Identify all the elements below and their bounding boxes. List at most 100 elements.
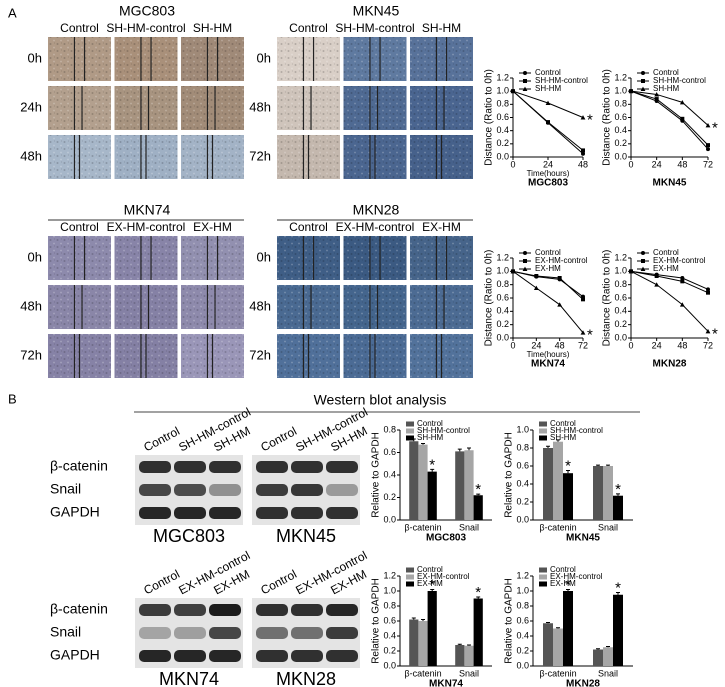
error-bar xyxy=(411,617,416,620)
blot-band xyxy=(326,484,358,496)
error-bar xyxy=(606,464,610,466)
row-label: 48h xyxy=(20,148,42,163)
x-tick-label: 48 xyxy=(677,159,687,169)
blot-title: Western blot analysis xyxy=(314,392,447,408)
blot-band xyxy=(291,650,323,662)
x-tick-label: β-catenin xyxy=(539,522,576,532)
row-label: 72h xyxy=(249,148,271,163)
y-tick-label: 0.4 xyxy=(496,125,509,135)
x-tick-label: 24 xyxy=(543,159,553,169)
legend-label: Control xyxy=(417,419,443,428)
series-line xyxy=(630,90,709,150)
y-tick-label: 0.2 xyxy=(383,492,396,502)
bar xyxy=(603,466,613,520)
legend-label: Control xyxy=(550,419,576,428)
y-tick-label: 1.0 xyxy=(614,266,627,276)
image-texture xyxy=(343,236,407,280)
row-label: 0h xyxy=(28,50,42,65)
y-tick-label: 0.4 xyxy=(516,630,529,640)
y-tick-label: 0.0 xyxy=(614,332,627,342)
blot-band xyxy=(291,627,323,639)
row-label: 48h xyxy=(249,298,271,313)
marker xyxy=(581,297,585,302)
marker xyxy=(679,99,685,105)
image-texture xyxy=(48,285,111,329)
image-texture xyxy=(181,285,244,329)
legend-label: EX-HM xyxy=(653,264,679,273)
blot-band xyxy=(326,461,358,473)
y-tick-label: 0.0 xyxy=(496,151,509,161)
marker xyxy=(557,276,562,280)
bar xyxy=(543,623,553,666)
bar xyxy=(553,441,563,520)
significance: * xyxy=(475,481,481,498)
y-tick-label: 0.2 xyxy=(516,645,529,655)
legend-swatch xyxy=(406,574,414,580)
bar xyxy=(427,471,437,520)
blot-band xyxy=(209,604,241,616)
legend-swatch xyxy=(406,421,414,427)
bar xyxy=(553,628,563,666)
bar xyxy=(418,621,428,666)
legend-label: Control xyxy=(550,565,576,574)
image-texture xyxy=(343,285,407,329)
group-title: MKN45 xyxy=(353,3,400,19)
blot-row-label: Snail xyxy=(50,624,81,640)
blot-row-label: β-catenin xyxy=(50,601,108,617)
y-tick-label: 0.2 xyxy=(496,138,509,148)
x-tick-label: Snail xyxy=(459,668,479,678)
image-texture xyxy=(48,236,111,280)
bar xyxy=(464,645,474,666)
y-tick-label: 1.2 xyxy=(496,252,509,262)
y-tick-label: 0.4 xyxy=(614,125,627,135)
legend-label: Control xyxy=(653,68,679,77)
significance: * xyxy=(565,457,571,474)
image-texture xyxy=(48,86,111,130)
legend-label: SH-HM-control xyxy=(653,76,706,85)
series-line xyxy=(512,270,584,298)
blot-band xyxy=(139,650,171,662)
x-tick-label: Snail xyxy=(598,668,618,678)
legend-label: EX-HM xyxy=(550,579,576,588)
error-bar xyxy=(476,493,481,496)
column-label: SH-HM-control xyxy=(106,21,185,35)
y-axis-label: Relative to GAPDH xyxy=(371,578,382,664)
x-tick-label: β-catenin xyxy=(404,668,441,678)
legend-label: Control xyxy=(535,248,561,257)
column-label: Control xyxy=(289,220,328,234)
error-bar xyxy=(546,622,550,624)
y-axis-label: Distance (Ratio to 0h) xyxy=(602,69,613,166)
y-axis-label: Relative to GAPDH xyxy=(504,432,515,518)
series-line xyxy=(630,270,709,332)
bar xyxy=(427,591,437,666)
error-bar xyxy=(421,443,425,445)
legend-swatch xyxy=(539,428,547,434)
marker xyxy=(641,251,645,255)
bar xyxy=(593,649,603,666)
image-texture xyxy=(410,236,473,280)
marker xyxy=(641,259,645,263)
legend-swatch xyxy=(539,435,547,441)
marker xyxy=(679,302,685,307)
blot-band xyxy=(256,604,288,616)
y-tick-label: 0.8 xyxy=(496,279,509,289)
x-tick-label: 24 xyxy=(652,159,662,169)
chart-subtitle: MKN28 xyxy=(566,679,600,687)
legend-label: SH-HM-control xyxy=(535,76,588,85)
marker xyxy=(510,88,516,94)
marker xyxy=(706,147,710,152)
significance: * xyxy=(429,576,435,593)
image-texture xyxy=(277,236,340,280)
blot-band xyxy=(326,507,358,519)
y-tick-label: 0.6 xyxy=(496,292,509,302)
column-label: Control xyxy=(60,220,99,234)
marker xyxy=(680,279,685,284)
column-label: Control xyxy=(60,21,99,35)
chart-subtitle: MGC803 xyxy=(528,178,568,189)
error-bar xyxy=(566,589,570,591)
bar xyxy=(473,598,483,666)
column-label: Control xyxy=(289,21,328,35)
marker xyxy=(640,86,646,91)
marker xyxy=(628,88,634,94)
image-texture xyxy=(343,86,407,130)
